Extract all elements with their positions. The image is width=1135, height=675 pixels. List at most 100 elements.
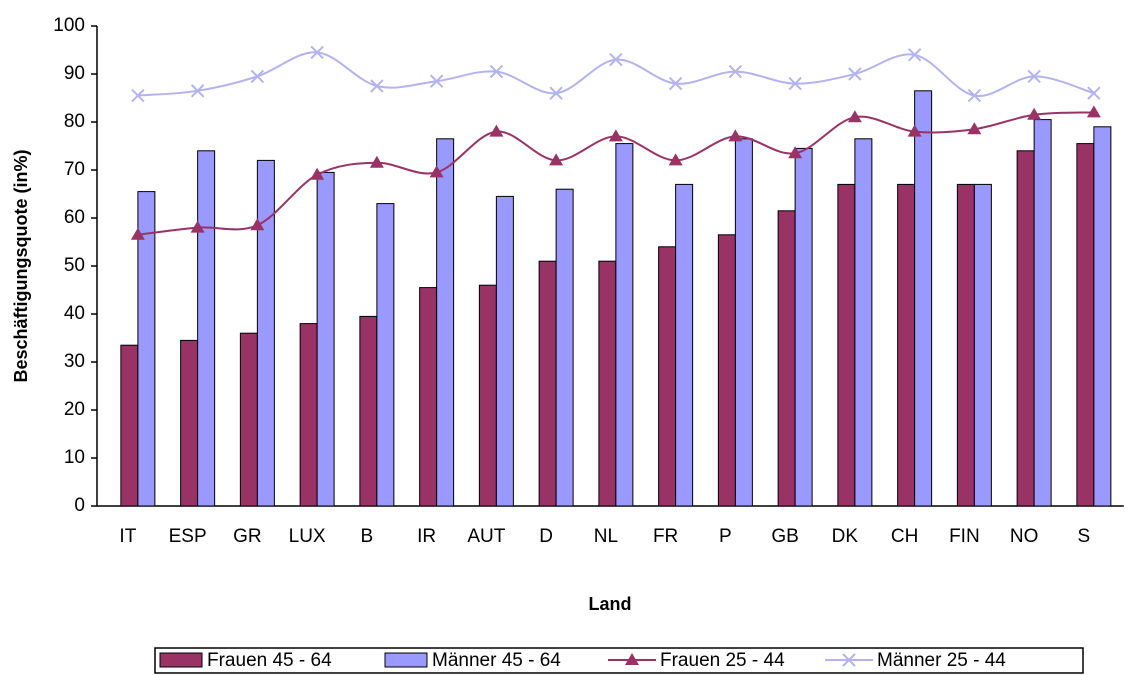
line-marker (728, 129, 743, 142)
line-marker (130, 227, 145, 240)
x-tick-label: ESP (169, 526, 207, 547)
legend-swatch (384, 652, 428, 668)
line-marker (250, 218, 265, 231)
bar (675, 183, 694, 507)
bar (897, 183, 916, 507)
line-marker (310, 45, 324, 60)
line-marker (549, 86, 563, 100)
bar (555, 188, 574, 507)
y-tick-label: 70 (64, 159, 85, 180)
bar (256, 159, 275, 507)
x-tick-label: FIN (949, 526, 980, 547)
bar (973, 183, 992, 507)
bar (658, 246, 677, 507)
line-marker (310, 167, 325, 180)
line-marker (668, 76, 683, 91)
y-tick-label: 80 (64, 111, 85, 132)
line-marker (489, 124, 504, 137)
legend-label: Männer 45 - 64 (432, 650, 561, 671)
x-tick-label: DK (832, 526, 859, 547)
bar (376, 203, 395, 507)
bar (419, 287, 438, 507)
line-marker (489, 64, 504, 79)
line-marker (967, 88, 982, 103)
line-marker (1027, 69, 1041, 84)
x-tick-label: D (539, 526, 553, 547)
bar (837, 183, 856, 507)
line-marker (370, 79, 384, 93)
bar (359, 315, 378, 507)
bar (436, 138, 455, 507)
line-marker (668, 153, 683, 166)
line-marker (609, 52, 623, 67)
line-marker (728, 64, 743, 79)
line-marker (608, 129, 623, 142)
bar (137, 191, 156, 507)
legend-swatch (159, 652, 203, 668)
bar (615, 143, 634, 507)
line-marker (907, 48, 922, 62)
bar (734, 138, 753, 507)
legend-box (154, 647, 1084, 674)
x-tick-label: B (361, 526, 374, 547)
x-tick-label: P (719, 526, 732, 547)
line-marker (190, 220, 205, 233)
legend-label: Frauen 25 - 44 (660, 650, 785, 671)
bar (316, 171, 335, 507)
x-tick-label: IT (119, 526, 136, 547)
x-tick-label: GR (233, 526, 262, 547)
bar (478, 284, 497, 507)
line-marker (429, 165, 444, 178)
x-tick-label: FR (653, 526, 678, 547)
y-tick-label: 100 (53, 15, 85, 36)
line-marker (907, 124, 922, 137)
line-marker (190, 84, 205, 98)
line-marker (250, 69, 265, 84)
bar (197, 150, 216, 507)
y-tick-label: 10 (64, 447, 85, 468)
bar (598, 260, 617, 507)
bar (1076, 143, 1095, 507)
bar (717, 234, 736, 507)
x-tick-label: NL (594, 526, 618, 547)
y-tick-label: 20 (64, 399, 85, 420)
bar (538, 260, 557, 507)
legend-marker (842, 653, 856, 667)
line-marker (848, 67, 862, 81)
legend-label: Frauen 45 - 64 (207, 650, 332, 671)
line-marker (1027, 107, 1042, 120)
bar (120, 344, 139, 507)
line-marker (967, 122, 982, 135)
line-marker (1086, 105, 1101, 118)
line-marker (788, 76, 802, 91)
bar (854, 138, 873, 507)
y-tick-label: 30 (64, 351, 85, 372)
y-tick-label: 0 (74, 495, 85, 516)
x-tick-label: CH (891, 526, 918, 547)
y-tick-label: 40 (64, 303, 85, 324)
y-tick-label: 60 (64, 207, 85, 228)
line-marker (788, 146, 803, 159)
y-tick-label: 90 (64, 63, 85, 84)
bar (777, 210, 796, 507)
bar (956, 183, 975, 507)
line-marker (847, 110, 862, 123)
bar (495, 195, 514, 507)
line-marker (369, 155, 384, 168)
bar (794, 147, 813, 507)
bar (1093, 126, 1112, 507)
x-axis-label: Land (589, 594, 632, 614)
line-marker (429, 74, 444, 88)
x-tick-label: LUX (289, 526, 326, 547)
line-marker (549, 153, 564, 166)
legend-marker (625, 653, 639, 665)
y-tick-label: 50 (64, 255, 85, 276)
y-axis-label: Beschäftigungsquote (in%) (11, 149, 31, 382)
x-tick-label: S (1078, 526, 1091, 547)
bar (299, 323, 318, 507)
bar (1033, 119, 1052, 507)
x-tick-label: NO (1010, 526, 1039, 547)
line-marker (131, 88, 145, 103)
legend-label: Männer 25 - 44 (877, 650, 1006, 671)
